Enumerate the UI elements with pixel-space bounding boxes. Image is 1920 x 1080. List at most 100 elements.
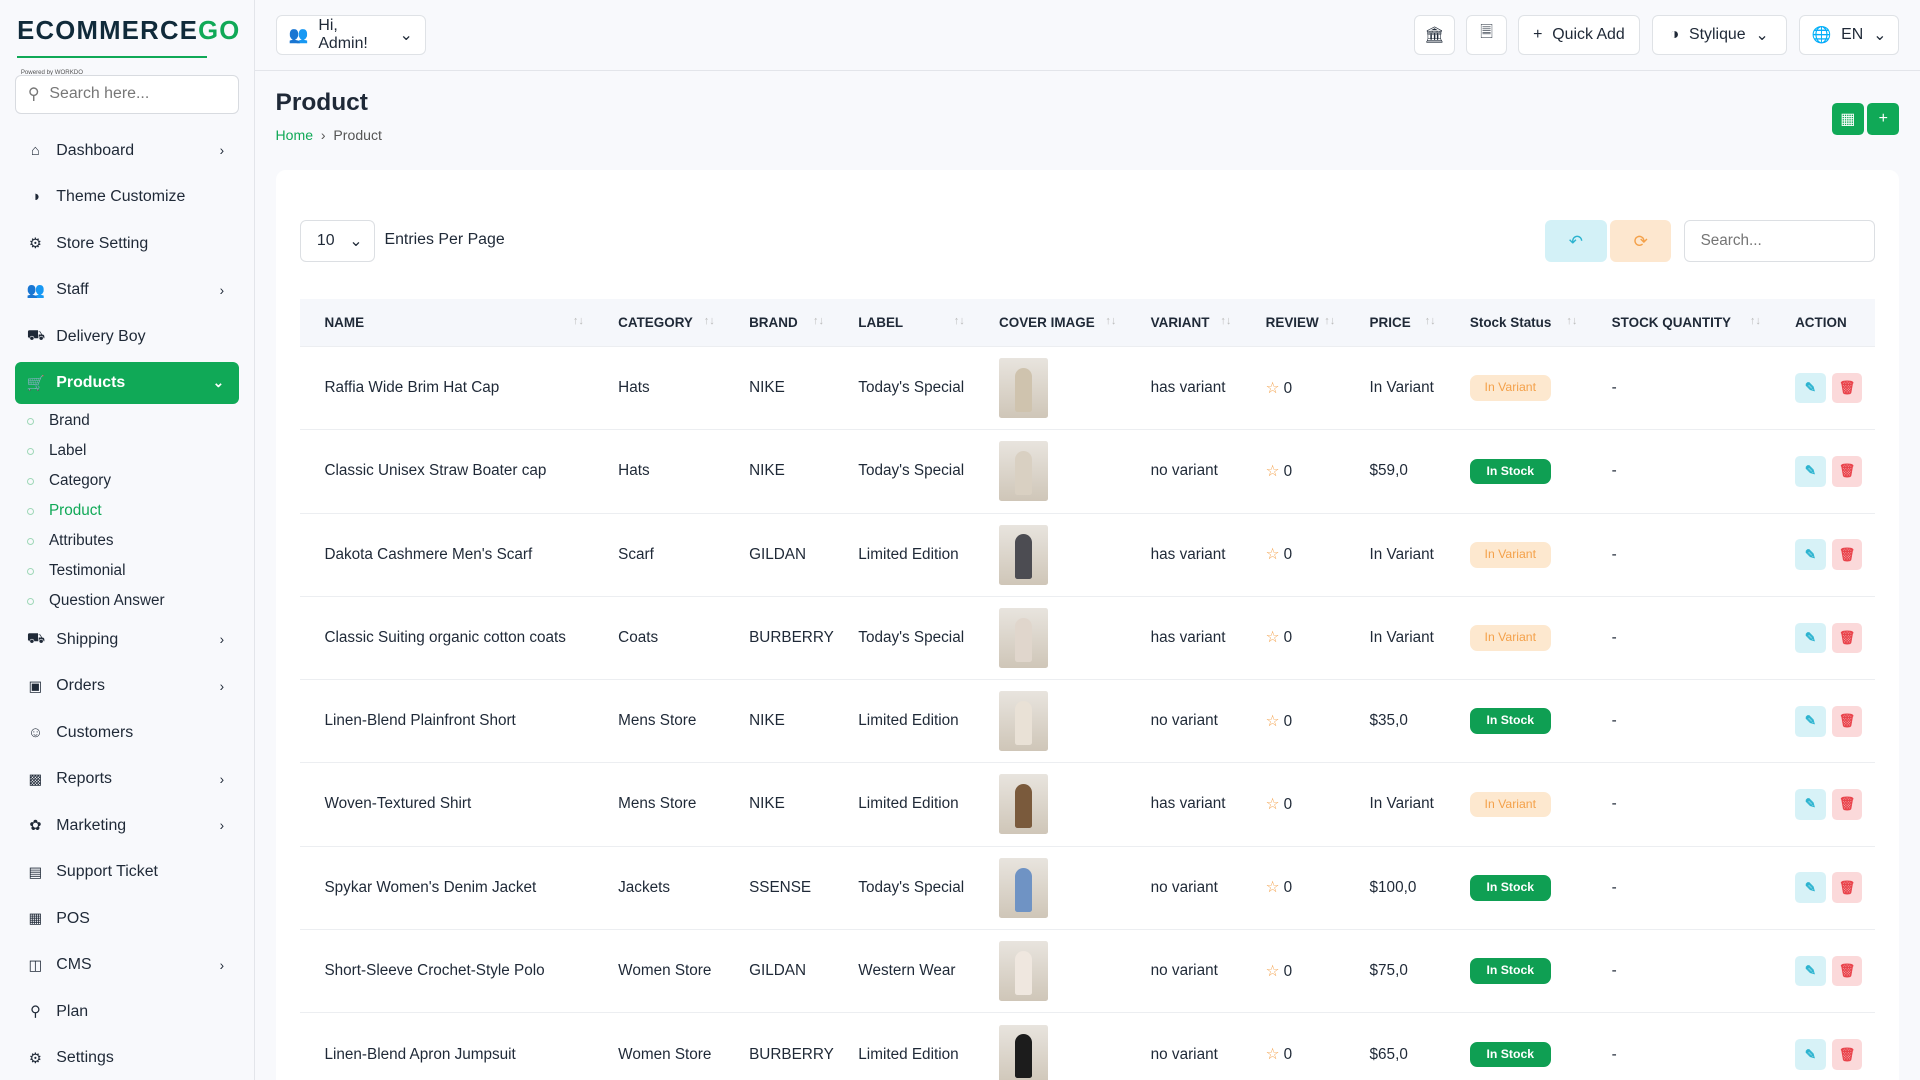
sidebar-item-customers[interactable]: ☺ Customers <box>27 723 134 741</box>
palette-icon: ◑ <box>1669 25 1680 43</box>
edit-button[interactable]: ✎ <box>1795 955 1826 987</box>
sort-icon[interactable]: ↑↓ <box>703 314 715 327</box>
delete-button[interactable]: 🗑 <box>1831 872 1863 904</box>
sidebar-item-cms[interactable]: ◫ CMS › <box>28 956 225 974</box>
sidebar-item-dashboard[interactable]: ⌂ Dashboard › <box>15 127 239 174</box>
sidebar-item-marketing[interactable]: ✿ Marketing › <box>15 802 239 849</box>
chart-icon: ▩ <box>28 771 43 788</box>
sidebar-item-shipping[interactable]: ⛟ Shipping › <box>26 630 225 648</box>
edit-button[interactable]: ✎ <box>1795 789 1826 820</box>
submenu-item-testimonial[interactable]: Testimonial <box>26 556 239 586</box>
column-header[interactable]: PRICE ↑↓ <box>1345 298 1446 347</box>
label: Today's Special <box>833 429 975 514</box>
delete-button[interactable]: 🗑 <box>1831 372 1863 404</box>
sort-icon[interactable]: ↑↓ <box>1749 314 1761 327</box>
pos-icon: ▦ <box>28 911 43 928</box>
product-name: Linen-Blend Apron Jumpsuit <box>299 1012 594 1080</box>
sidebar-search-input[interactable]: ⚲ Search here... <box>14 74 239 114</box>
edit-button[interactable]: ✎ <box>1795 456 1826 487</box>
language-select[interactable]: 🌐 EN ⌄ <box>1798 14 1900 56</box>
sort-icon[interactable]: ↑↓ <box>1220 314 1232 327</box>
sort-icon[interactable]: ↑↓ <box>1566 314 1578 327</box>
sidebar-item-settings[interactable]: ⚙ Settings <box>28 1049 114 1067</box>
sidebar-item-theme-customize[interactable]: ◑ Theme Customize <box>15 174 239 221</box>
column-header[interactable]: BRAND ↑↓ <box>724 298 834 347</box>
sort-icon[interactable]: ↑↓ <box>1324 314 1336 327</box>
column-header[interactable]: Stock Status ↑↓ <box>1445 298 1588 347</box>
reset-button[interactable]: ↶ <box>1545 220 1607 263</box>
refresh-button[interactable]: ⟳ <box>1610 220 1672 263</box>
column-header[interactable]: COVER IMAGE ↑↓ <box>974 298 1127 347</box>
grid-view-button[interactable]: ▦ <box>1831 102 1864 135</box>
submenu-item-product[interactable]: Product <box>26 496 239 526</box>
quick-add-button[interactable]: + Quick Add <box>1518 14 1640 56</box>
stock-quantity: - <box>1587 845 1771 930</box>
column-header[interactable]: VARIANT ↑↓ <box>1126 298 1242 347</box>
edit-button[interactable]: ✎ <box>1795 539 1826 570</box>
price: In Variant <box>1345 595 1446 680</box>
submenu-item-label[interactable]: Label <box>26 436 239 466</box>
admin-menu[interactable]: 👥 Hi, Admin! ⌄ <box>275 14 427 56</box>
delete-button[interactable]: 🗑 <box>1831 955 1863 987</box>
logo[interactable]: ECOMMERCEGO Powered by WORKDO <box>17 17 241 77</box>
submenu-item-brand[interactable]: Brand <box>26 406 239 436</box>
sidebar-item-products[interactable]: 🛒 Products ⌄ <box>14 362 239 404</box>
sidebar-item-reports[interactable]: ▩ Reports › <box>28 770 225 788</box>
edit-button[interactable]: ✎ <box>1795 1039 1826 1070</box>
delete-button[interactable]: 🗑 <box>1831 705 1863 737</box>
sort-icon[interactable]: ↑↓ <box>953 314 965 327</box>
store-home-button[interactable]: 🏛 <box>1414 14 1455 56</box>
sort-icon[interactable]: ↑↓ <box>1105 314 1117 327</box>
delete-button[interactable]: 🗑 <box>1831 1039 1863 1070</box>
sort-icon[interactable]: ↑↓ <box>813 314 825 327</box>
stock-quantity: - <box>1587 1012 1771 1080</box>
pencil-icon: ✎ <box>1804 796 1817 812</box>
sidebar-item-orders[interactable]: ▣ Orders › <box>28 677 225 695</box>
product-table: NAME ↑↓ CATEGORY ↑↓ BRAND ↑↓ LABEL ↑↓ COVER IMAG… <box>299 298 1875 1080</box>
product-name: Raffia Wide Brim Hat Cap <box>299 346 594 430</box>
cover-image <box>999 774 1048 835</box>
sidebar-item-staff[interactable]: 👥 Staff › <box>26 281 225 300</box>
review: ☆ 0 <box>1241 512 1346 597</box>
edit-button[interactable]: ✎ <box>1795 872 1826 904</box>
column-header[interactable]: CATEGORY ↑↓ <box>593 298 725 347</box>
price: $35,0 <box>1345 679 1446 763</box>
sidebar-item-pos[interactable]: ▦ POS <box>28 909 90 928</box>
trash-icon: 🗑 <box>1838 963 1856 978</box>
chevron-right-icon: › <box>219 143 225 159</box>
submenu-item-attributes[interactable]: Attributes <box>26 526 239 556</box>
submenu-item-category[interactable]: Category <box>26 466 239 496</box>
bullet-icon <box>26 447 35 456</box>
column-header[interactable]: NAME ↑↓ <box>299 298 594 347</box>
add-product-button[interactable]: + <box>1867 102 1900 135</box>
sidebar-item-plan[interactable]: ⚲ Plan <box>15 989 239 1036</box>
sort-icon[interactable]: ↑↓ <box>1424 314 1436 327</box>
sidebar-item-store-setting[interactable]: ⚙ Store Setting <box>28 234 149 253</box>
delete-button[interactable]: 🗑 <box>1831 622 1863 654</box>
delete-button[interactable]: 🗑 <box>1831 456 1863 487</box>
column-header[interactable]: STOCK QUANTITY ↑↓ <box>1587 298 1771 347</box>
price: $59,0 <box>1345 429 1446 514</box>
column-header[interactable]: LABEL ↑↓ <box>833 298 975 347</box>
theme-select[interactable]: ◑ Stylique ⌄ <box>1651 14 1787 56</box>
table-search-input[interactable] <box>1683 220 1875 263</box>
entries-select[interactable]: 10 ⌄ <box>299 220 375 263</box>
table-row: Spykar Women's Denim Jacket Jackets SSEN… <box>299 845 1875 930</box>
bullet-icon <box>26 417 35 426</box>
edit-button[interactable]: ✎ <box>1795 705 1826 737</box>
category: Coats <box>593 595 725 680</box>
brand: NIKE <box>724 346 834 430</box>
variant: no variant <box>1126 928 1242 1013</box>
media-button[interactable]: 🗏 <box>1465 14 1508 56</box>
breadcrumb-home[interactable]: Home <box>275 127 314 144</box>
column-header[interactable]: REVIEW ↑↓ <box>1241 298 1346 347</box>
sort-icon[interactable]: ↑↓ <box>572 314 584 327</box>
submenu-item-question-answer[interactable]: Question Answer <box>26 586 239 616</box>
delete-button[interactable]: 🗑 <box>1831 789 1863 820</box>
edit-button[interactable]: ✎ <box>1795 372 1826 404</box>
edit-button[interactable]: ✎ <box>1795 622 1826 654</box>
search-icon: ⚲ <box>27 86 40 104</box>
sidebar-item-support-ticket[interactable]: ▤ Support Ticket <box>28 863 158 881</box>
sidebar-item-delivery-boy[interactable]: ⛟ Delivery Boy <box>26 327 146 345</box>
delete-button[interactable]: 🗑 <box>1831 539 1863 570</box>
